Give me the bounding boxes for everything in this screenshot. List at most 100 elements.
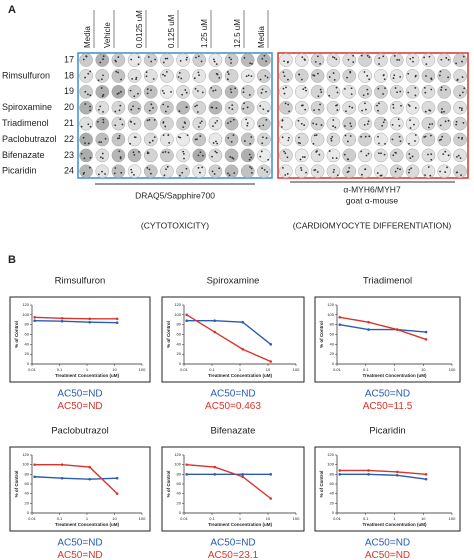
well-speck [440,86,443,89]
well-speck [424,135,427,138]
well-speck [301,56,304,59]
well-speck [202,154,204,157]
well-speck [211,170,214,173]
well [111,148,126,163]
well-speck [287,139,290,142]
well-speck [440,89,443,91]
y-tick-label: 0 [332,361,335,366]
well-speck [283,75,286,77]
well [279,148,293,163]
well-speck [332,72,335,74]
well-speck [303,58,306,61]
y-tick-label: 20 [177,500,182,505]
well [421,148,436,163]
well-speck [197,166,200,169]
well-speck [196,138,198,141]
y-tick-label: 80 [177,471,182,476]
well [160,53,174,67]
well-speck [197,71,200,74]
y-tick-label: 120 [327,302,334,307]
well [160,100,174,115]
well-speck [347,170,350,173]
well [176,164,190,179]
y-tick-label: 40 [25,491,30,496]
y-tick-label: 120 [174,302,181,307]
well-speck [120,90,122,93]
well-speck [245,75,248,78]
well-speck [414,107,417,109]
well [389,148,404,163]
well-speck [251,171,253,174]
well-speck [302,156,304,158]
well [208,132,223,147]
well-speck [130,168,133,171]
well-speck [300,169,303,171]
well-speck [250,136,253,138]
well-speck [286,172,289,175]
well-speck [381,124,384,127]
well-speck [167,134,170,136]
well-speck [399,168,401,171]
well-speck [314,168,317,171]
x-tick-label: 0.01 [180,367,189,372]
well [310,69,325,83]
well-speck [85,55,88,58]
well-speck [161,89,164,92]
well-speck [284,152,287,155]
data-point [367,320,370,324]
well-speck [117,71,120,74]
well-speck [384,142,386,145]
well-speck [200,60,203,63]
well-speck [196,111,199,113]
data-point [213,330,217,334]
chart-box [9,446,151,532]
well [224,116,239,131]
well-speck [461,91,464,94]
row-number: 17 [64,54,74,64]
well-speck [232,118,235,121]
data-point [60,316,64,320]
well-speck [210,86,213,89]
well-speck [184,89,187,91]
well-speck [360,150,363,153]
well-speck [197,154,200,157]
well-speck [398,135,401,138]
well-speck [456,78,459,81]
well-speck [245,118,248,121]
well-speck [320,124,323,126]
well-speck [119,118,122,121]
well-speck [166,165,169,168]
data-point [88,317,91,321]
well-speck [302,104,304,107]
well-speck [178,174,181,177]
well-speck [263,168,266,171]
well-speck [102,118,105,121]
well-speck [243,57,246,59]
well-speck [366,123,369,125]
well-speck [425,75,427,77]
well [192,164,207,179]
column-header: 12.5 uM [233,19,242,48]
x-tick-label: 1 [393,516,396,521]
series-line [34,476,118,480]
well [358,53,372,67]
well [79,53,93,67]
well-speck [146,88,149,91]
well-speck [351,106,354,109]
y-tick-label: 0 [27,361,30,366]
well [310,100,325,115]
well-speck [333,78,336,81]
well-speck [439,170,441,173]
well-speck [185,167,188,170]
well-speck [265,118,268,121]
well-speck [162,73,164,76]
well-speck [118,109,121,112]
well [143,132,158,147]
well-speck [104,173,106,175]
well-speck [427,126,430,129]
x-tick-label: 10 [112,367,117,372]
well-speck [229,155,232,158]
well-speck [185,91,188,94]
well-speck [408,142,410,145]
well-speck [118,134,121,137]
